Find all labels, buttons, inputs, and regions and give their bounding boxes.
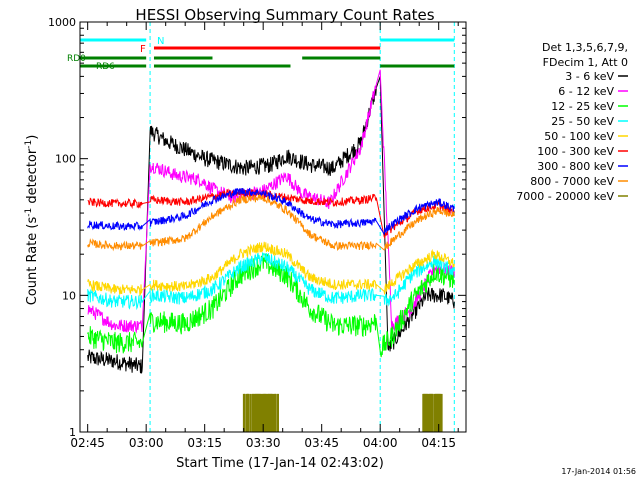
- chart-title: HESSI Observing Summary Count Rates: [135, 6, 434, 24]
- flag-label-f: F: [140, 44, 146, 55]
- x-tick-label: 03:15: [187, 436, 222, 450]
- legend-item-label: 6 - 12 keV: [558, 85, 614, 98]
- y-tick-label: 1000: [48, 16, 76, 29]
- series-line-4: [87, 241, 455, 297]
- x-tick-label: 02:45: [70, 436, 105, 450]
- series-line-6: [87, 187, 455, 236]
- legend-item-label: 7000 - 20000 keV: [516, 190, 614, 203]
- series-line-0: [87, 76, 455, 374]
- timestamp: 17-Jan-2014 01:56: [561, 467, 636, 476]
- flag-label-n: N: [157, 36, 164, 47]
- plot-area: NF RD0 RD6: [67, 22, 455, 432]
- x-tick-label: 03:45: [304, 436, 339, 450]
- legend-item-label: 50 - 100 keV: [544, 130, 614, 143]
- x-tick-label: 04:15: [421, 436, 456, 450]
- series-line-7: [87, 194, 455, 252]
- y-tick-label: 1: [69, 426, 76, 439]
- flag-label-rd0: RD0: [67, 54, 86, 64]
- series-line-2: [87, 252, 455, 358]
- legend-item-label: 3 - 6 keV: [565, 70, 614, 83]
- plot-clip-group: [80, 22, 455, 432]
- x-tick-label: 04:00: [363, 436, 398, 450]
- y-axis-label: Count Rate (s-1 detector-1): [24, 135, 40, 306]
- x-axis-label: Start Time (17-Jan-14 02:43:02): [176, 456, 384, 471]
- legend: Det 1,3,5,6,7,9, FDecim 1, Att 03 - 6 keV…: [516, 41, 628, 203]
- x-tick-label: 03:30: [246, 436, 281, 450]
- legend-header-1: Det 1,3,5,6,7,9,: [542, 41, 628, 54]
- legend-item-label: 100 - 300 keV: [537, 145, 614, 158]
- series-line-3: [87, 251, 455, 311]
- legend-item-label: 25 - 50 keV: [551, 115, 614, 128]
- legend-item-label: 300 - 800 keV: [537, 160, 614, 173]
- legend-header-2: FDecim 1, Att 0: [543, 56, 628, 69]
- series-line-1: [87, 69, 455, 334]
- legend-item-label: 800 - 7000 keV: [530, 175, 614, 188]
- axes: 1 10 100 1000 02:45 03:00 03:15 03:30 03:45 04:00…: [48, 16, 467, 450]
- x-tick-label: 03:00: [129, 436, 164, 450]
- y-tick-label: 10: [62, 289, 76, 302]
- legend-item-label: 12 - 25 keV: [551, 100, 614, 113]
- flag-label-rd6: RD6: [96, 62, 115, 72]
- y-tick-label: 100: [55, 153, 76, 166]
- plot-frame: [79, 21, 467, 433]
